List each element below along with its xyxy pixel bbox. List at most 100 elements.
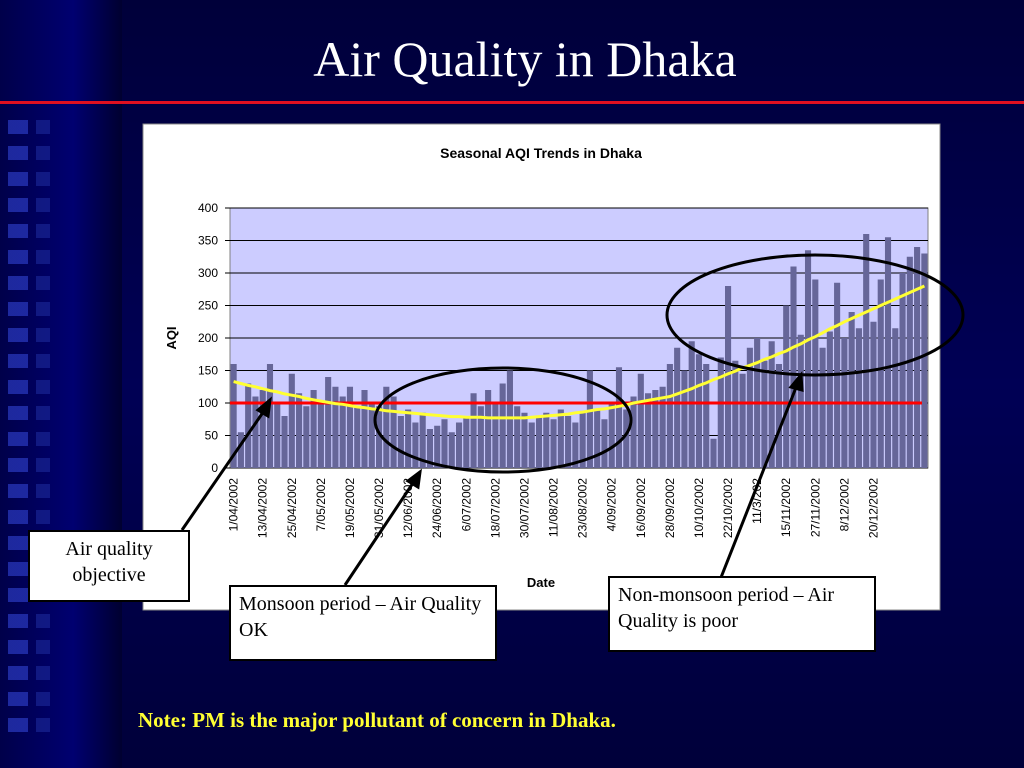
arrowhead xyxy=(405,468,422,490)
bar xyxy=(470,393,477,468)
bar xyxy=(775,364,783,468)
bar xyxy=(339,396,346,468)
bar xyxy=(354,406,361,468)
bar xyxy=(317,403,324,468)
slide-title: Air Quality in Dhaka xyxy=(313,31,737,87)
bar xyxy=(426,429,434,468)
x-tick-label: 4/09/2002 xyxy=(605,478,619,532)
bar xyxy=(521,412,528,468)
y-tick-label: 350 xyxy=(198,234,218,248)
callout: Air quality objective xyxy=(28,530,190,602)
bar xyxy=(790,266,797,468)
bar xyxy=(819,347,826,468)
x-axis-label: Date xyxy=(527,575,555,590)
bar xyxy=(659,386,666,468)
bar xyxy=(855,328,862,468)
bar xyxy=(884,237,892,468)
bar xyxy=(237,432,244,468)
bar xyxy=(535,416,543,468)
bar xyxy=(804,250,812,468)
arrow xyxy=(343,479,417,586)
bar xyxy=(630,396,637,468)
x-tick-label: 8/12/2002 xyxy=(837,478,851,532)
bar xyxy=(412,422,419,468)
bar xyxy=(485,390,492,468)
bar xyxy=(674,347,681,468)
x-tick-label: 12/06/2002 xyxy=(401,478,415,538)
y-axis-label: AQI xyxy=(164,326,179,349)
bar xyxy=(463,416,470,468)
chart-title: Seasonal AQI Trends in Dhaka xyxy=(440,145,642,161)
bar xyxy=(514,406,521,468)
bar xyxy=(797,334,804,468)
bar xyxy=(557,409,564,468)
x-tick-label: 13/04/2002 xyxy=(256,478,270,538)
x-tick-label: 11/3/202 xyxy=(750,478,764,524)
bar xyxy=(477,406,484,468)
x-tick-label: 31/05/2002 xyxy=(372,478,386,538)
bar xyxy=(259,390,266,468)
y-tick-label: 150 xyxy=(198,364,218,378)
bar xyxy=(266,364,274,468)
x-tick-label: 10/10/2002 xyxy=(692,478,706,538)
arrow xyxy=(718,384,799,581)
bar xyxy=(645,393,652,468)
decor xyxy=(8,120,28,740)
bar xyxy=(434,425,441,468)
x-tick-label: 24/06/2002 xyxy=(430,478,444,538)
x-tick-label: 19/05/2002 xyxy=(343,478,357,538)
trend-line xyxy=(233,284,926,420)
x-tick-label: 22/10/2002 xyxy=(721,478,735,538)
bar xyxy=(615,367,623,468)
bar xyxy=(252,396,259,468)
y-tick-label: 250 xyxy=(198,299,218,313)
bar xyxy=(368,403,375,468)
bar xyxy=(710,438,717,468)
bar xyxy=(390,396,397,468)
bar xyxy=(652,390,659,468)
bar xyxy=(637,373,644,468)
bar xyxy=(732,360,739,468)
bar xyxy=(666,364,673,468)
bar xyxy=(899,273,906,468)
bar xyxy=(601,419,608,468)
divider xyxy=(0,101,1024,104)
bar xyxy=(281,416,288,468)
x-tick-label: 7/05/2002 xyxy=(314,478,328,532)
bar xyxy=(492,403,499,468)
y-tick-label: 50 xyxy=(205,429,219,443)
bar xyxy=(288,373,295,468)
bar xyxy=(703,364,710,468)
bar xyxy=(870,321,877,468)
bar xyxy=(405,409,412,468)
bar xyxy=(892,328,899,468)
bar xyxy=(579,412,586,468)
bar xyxy=(245,383,252,468)
y-tick-label: 400 xyxy=(198,201,218,215)
bar xyxy=(572,422,579,468)
ellipse xyxy=(665,253,965,377)
arrowhead xyxy=(788,371,804,393)
x-tick-label: 1/04/2002 xyxy=(227,478,241,532)
x-tick-label: 16/09/2002 xyxy=(634,478,648,538)
bar xyxy=(586,370,593,468)
bar xyxy=(565,416,572,468)
bar xyxy=(746,347,753,468)
callout: Monsoon period – Air Quality OK xyxy=(229,585,497,661)
bar xyxy=(274,403,281,468)
bar xyxy=(768,341,775,468)
x-tick-label: 11/08/2002 xyxy=(547,478,561,537)
bar xyxy=(724,286,732,468)
bar xyxy=(717,357,724,468)
annotations xyxy=(180,253,965,586)
x-tick-label: 18/07/2002 xyxy=(488,478,502,538)
bar xyxy=(230,364,237,468)
bar xyxy=(419,412,426,468)
y-tick-label: 100 xyxy=(198,396,218,410)
bar xyxy=(361,390,368,468)
arrow xyxy=(180,407,268,531)
bar xyxy=(332,386,339,468)
x-tick-label: 15/11/2002 xyxy=(779,478,793,537)
bar xyxy=(383,386,390,468)
